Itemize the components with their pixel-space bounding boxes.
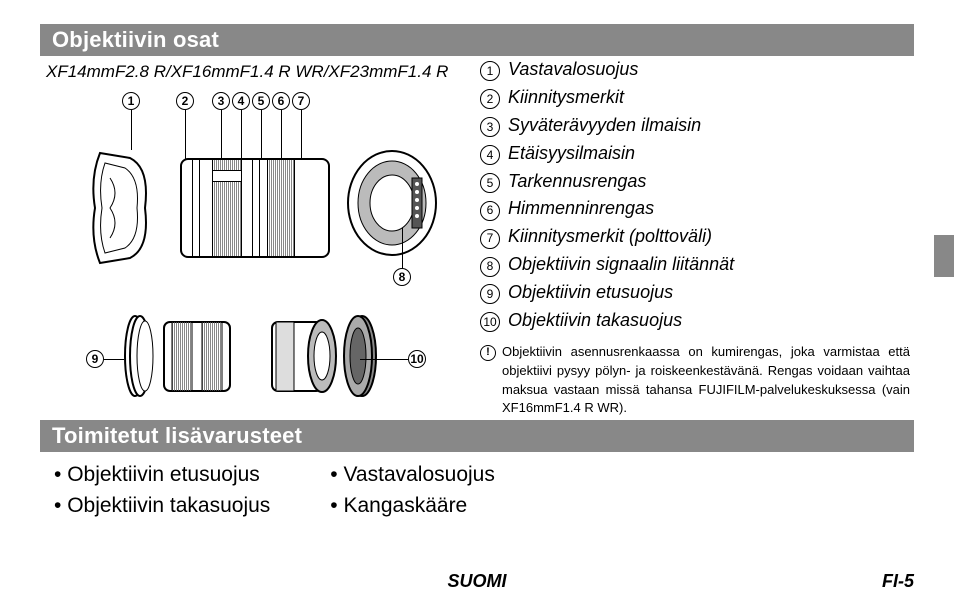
part-number-badge: 7 bbox=[480, 229, 500, 249]
side-index-tab bbox=[934, 235, 954, 277]
parts-list-item: 10 Objektiivin takasuojus bbox=[480, 307, 914, 335]
supplied-item: Kangaskääre bbox=[330, 491, 495, 521]
part-number-badge: 8 bbox=[480, 257, 500, 277]
part-label: Objektiivin signaalin liitännät bbox=[508, 251, 734, 279]
parts-list-column: 1 Vastavalosuojus 2 Kiinnitysmerkit 3 Syväter… bbox=[480, 56, 914, 418]
model-subheading: XF14mmF2.8 R/XF16mmF1.4 R WR/XF23mmF1.4 … bbox=[46, 62, 460, 82]
supplied-col-1: Objektiivin etusuojusObjektiivin takasuo… bbox=[54, 460, 270, 521]
ring-note: ! Objektiivin asennusrenkaassa on kumire… bbox=[480, 343, 914, 418]
part-label: Objektiivin etusuojus bbox=[508, 279, 673, 307]
footer-language: SUOMI bbox=[40, 571, 914, 592]
diagram-marker: 5 bbox=[252, 92, 270, 110]
supplied-item: Objektiivin etusuojus bbox=[54, 460, 270, 490]
parts-list-item: 1 Vastavalosuojus bbox=[480, 56, 914, 84]
part-label: Tarkennusrengas bbox=[508, 168, 646, 196]
front-cap-drawing bbox=[110, 314, 160, 399]
parts-list-item: 3 Syväterävyyden ilmaisin bbox=[480, 112, 914, 140]
part-label: Objektiivin takasuojus bbox=[508, 307, 682, 335]
lens-diagram-bottom: 9 10 bbox=[50, 294, 450, 414]
part-label: Syväterävyyden ilmaisin bbox=[508, 112, 701, 140]
lens-hood-drawing bbox=[90, 148, 160, 268]
part-number-badge: 10 bbox=[480, 312, 500, 332]
part-label: Etäisyysilmaisin bbox=[508, 140, 635, 168]
lens-rear-small-drawing bbox=[270, 314, 340, 399]
part-number-badge: 2 bbox=[480, 89, 500, 109]
supplied-accessories: Objektiivin etusuojusObjektiivin takasuo… bbox=[54, 460, 914, 521]
part-number-badge: 5 bbox=[480, 173, 500, 193]
note-icon: ! bbox=[480, 345, 496, 361]
page-footer: SUOMI FI-5 bbox=[40, 571, 914, 592]
supplied-item: Vastavalosuojus bbox=[330, 460, 495, 490]
part-label: Himmenninrengas bbox=[508, 195, 654, 223]
diagram-column: XF14mmF2.8 R/XF16mmF1.4 R WR/XF23mmF1.4 … bbox=[40, 56, 460, 418]
lens-rear-drawing bbox=[344, 148, 440, 258]
diagram-marker: 8 bbox=[393, 268, 411, 286]
diagram-marker: 3 bbox=[212, 92, 230, 110]
part-number-badge: 1 bbox=[480, 61, 500, 81]
parts-list-item: 9 Objektiivin etusuojus bbox=[480, 279, 914, 307]
diagram-marker: 2 bbox=[176, 92, 194, 110]
parts-list-item: 6 Himmenninrengas bbox=[480, 195, 914, 223]
supplied-col-2: VastavalosuojusKangaskääre bbox=[330, 460, 495, 521]
part-number-badge: 6 bbox=[480, 201, 500, 221]
diagram-marker: 6 bbox=[272, 92, 290, 110]
supplied-item: Objektiivin takasuojus bbox=[54, 491, 270, 521]
part-number-badge: 3 bbox=[480, 117, 500, 137]
section-title-parts: Objektiivin osat bbox=[40, 24, 914, 56]
lens-diagram-top: 1 234567 8 bbox=[50, 88, 450, 288]
part-number-badge: 9 bbox=[480, 284, 500, 304]
lens-small-drawing bbox=[162, 314, 232, 399]
note-text: Objektiivin asennusrenkaassa on kumireng… bbox=[502, 343, 910, 418]
diagram-marker: 9 bbox=[86, 350, 104, 368]
parts-list-item: 8 Objektiivin signaalin liitännät bbox=[480, 251, 914, 279]
diagram-marker: 10 bbox=[408, 350, 426, 368]
diagram-marker: 4 bbox=[232, 92, 250, 110]
parts-list-item: 2 Kiinnitysmerkit bbox=[480, 84, 914, 112]
parts-list-item: 4 Etäisyysilmaisin bbox=[480, 140, 914, 168]
parts-list-item: 5 Tarkennusrengas bbox=[480, 168, 914, 196]
lens-body-drawing bbox=[180, 158, 330, 258]
diagram-marker: 1 bbox=[122, 92, 140, 110]
part-label: Kiinnitysmerkit bbox=[508, 84, 624, 112]
section-title-supplied: Toimitetut lisävarusteet bbox=[40, 420, 914, 452]
diagram-marker: 7 bbox=[292, 92, 310, 110]
part-label: Kiinnitysmerkit (polttoväli) bbox=[508, 223, 712, 251]
parts-list: 1 Vastavalosuojus 2 Kiinnitysmerkit 3 Syväter… bbox=[480, 56, 914, 335]
part-number-badge: 4 bbox=[480, 145, 500, 165]
rear-cap-drawing bbox=[342, 314, 392, 399]
parts-list-item: 7 Kiinnitysmerkit (polttoväli) bbox=[480, 223, 914, 251]
part-label: Vastavalosuojus bbox=[508, 56, 638, 84]
